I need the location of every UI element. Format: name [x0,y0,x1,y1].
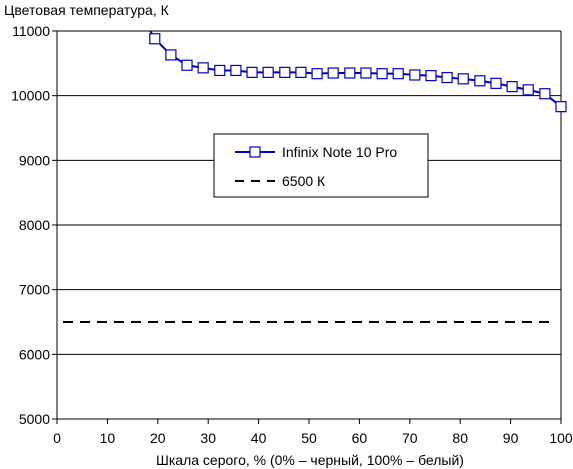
legend-marker-infinix [249,146,261,158]
y-tick-labels: 5000 6000 7000 8000 9000 10000 11000 [11,23,50,427]
x-tick-label: 80 [452,430,468,446]
series-infinix-point [246,66,258,78]
x-tick-labels: 0 10 20 30 40 50 60 70 80 90 100 [53,430,573,446]
series-infinix-point [262,66,274,78]
series-infinix-point [360,67,372,79]
series-infinix-point [181,59,193,71]
legend: Infinix Note 10 Pro 6500 К [213,133,429,198]
series-infinix-point [474,75,486,87]
series-infinix-point [214,64,226,77]
series-infinix-point [376,68,388,80]
series-infinix-point [506,81,518,93]
series-infinix-point [311,68,323,80]
y-tick-label: 9000 [19,152,50,168]
y-tick-label: 8000 [19,217,50,233]
series-infinix-point [522,84,534,96]
series-infinix-point [539,88,551,100]
x-tick-label: 30 [200,430,216,446]
series-infinix-point [409,69,421,81]
x-tick-label: 40 [251,430,267,446]
series-infinix-point [425,70,437,82]
series-infinix-point [327,67,339,79]
series-infinix-point [555,101,567,113]
series-layer [63,30,567,323]
x-tick-label: 0 [53,430,61,446]
x-tick-label: 20 [150,430,166,446]
y-tick-label: 5000 [19,411,50,427]
series-infinix-point [197,62,209,74]
legend-box [213,133,429,198]
x-tick-label: 100 [549,430,573,446]
x-tick-label: 10 [100,430,116,446]
x-tick-label: 60 [352,430,368,446]
y-tick-label: 7000 [19,282,50,298]
y-tick-label: 6000 [19,346,50,362]
legend-label-infinix: Infinix Note 10 Pro [282,144,397,160]
x-tick-label: 70 [402,430,418,446]
y-tick-label: 11000 [12,23,50,39]
y-axis-title: Цветовая температура, К [4,2,170,18]
series-infinix-point [392,68,404,80]
series-infinix-point [490,77,502,89]
series-infinix-point [457,73,469,85]
x-tick-label: 90 [503,430,519,446]
series-infinix-point [295,66,307,78]
gridlines [52,30,561,420]
x-axis-title: Шкала серого, % (0% – черный, 100% – бел… [156,452,464,468]
axes [56,31,562,424]
y-tick-label: 10000 [11,88,50,104]
series-infinix-point [149,33,161,45]
legend-label-6500k: 6500 К [282,173,326,189]
series-infinix-point [165,49,177,61]
series-infinix-point [230,64,242,77]
series-infinix-point [344,67,356,79]
series-infinix-point [279,66,291,78]
series-infinix-point [441,71,453,84]
x-tick-label: 50 [301,430,317,446]
